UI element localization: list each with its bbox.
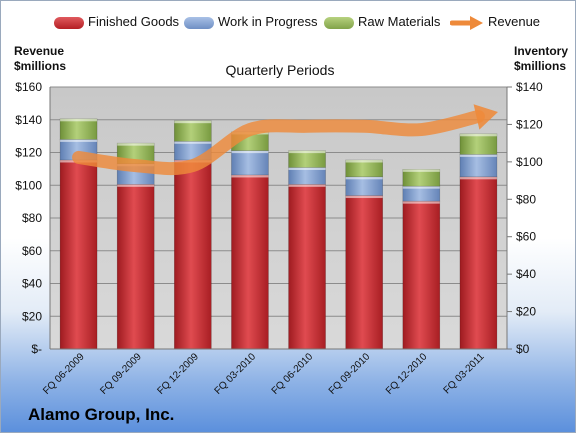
bar-raw-materials-highlight [402,169,440,172]
bar-finished-goods [231,174,269,350]
bar-finished-goods [345,195,383,350]
company-name: Alamo Group, Inc. [28,405,175,424]
bar-raw-materials-highlight [459,133,497,137]
bar-finished-goods [402,200,441,350]
left-axis-title-line1: Revenue [14,44,65,58]
x-tick-label: FQ 12-2010 [384,351,430,397]
bar-raw-materials [288,150,326,168]
bar-finished-goods [459,176,498,350]
revenue-line-path [72,109,485,176]
right-tick-label: $40 [516,267,536,281]
legend-swatch-work-in-progress [184,17,214,29]
bar-work-in-progress [345,176,383,196]
chart-title: Quarterly Periods [225,62,335,78]
legend-label-raw-materials: Raw Materials [358,14,441,29]
legend-label-work-in-progress: Work in Progress [218,14,318,29]
bar-finished-goods-highlight [459,176,497,180]
bar-raw-materials-highlight [174,120,212,124]
bar-finished-goods [116,184,155,350]
left-tick-label: $20 [22,309,42,323]
bar-finished-goods-highlight [288,184,326,187]
left-tick-label: $120 [15,146,42,160]
bar-finished-goods-highlight [402,201,440,204]
bar-finished-goods-highlight [117,184,155,187]
bar-finished-goods [174,159,212,350]
legend-revenue-arrow-icon [450,16,483,30]
bar-raw-materials-highlight [345,159,383,163]
bar-raw-materials [59,118,98,140]
bars [59,118,498,350]
right-tick-label: $60 [516,230,536,244]
left-tick-label: $40 [22,277,42,291]
x-tick-label: FQ 12-2009 [155,351,201,397]
right-tick-label: $100 [516,155,543,169]
bar-finished-goods-highlight [231,174,269,178]
right-axis-title-line2: $millions [514,59,567,73]
right-tick-label: $0 [516,342,530,356]
bar-work-in-progress-highlight [345,176,383,180]
left-tick-label: $- [31,342,42,356]
left-axis-title-line2: $millions [14,59,67,73]
left-tick-label: $60 [22,244,42,258]
bar-finished-goods-highlight [345,195,383,199]
bar-raw-materials [174,120,212,142]
bar-work-in-progress [288,167,326,185]
bar-work-in-progress [459,154,498,178]
bar-raw-materials [345,159,383,178]
revenue-arrow-head [473,104,498,130]
x-tick-label: FQ 06-2009 [41,351,87,397]
bar-raw-materials-highlight [60,118,98,122]
x-tick-label: FQ 09-2009 [98,351,144,397]
bar-work-in-progress [231,150,269,176]
left-tick-label: $160 [15,80,42,94]
x-tick-label: FQ 09-2010 [327,351,373,397]
bar-finished-goods [59,159,98,350]
bar-work-in-progress-highlight [288,167,326,170]
bar-work-in-progress-highlight [174,141,212,144]
bar-raw-materials [402,169,441,187]
bar-work-in-progress-highlight [459,154,497,157]
right-axis-ticks: $0 $20 $40 $60 $80 $100 $120 $140 [506,80,543,356]
right-tick-label: $140 [516,80,543,94]
left-tick-label: $80 [22,211,42,225]
right-tick-label: $120 [516,117,543,131]
legend-label-finished-goods: Finished Goods [88,14,180,29]
x-tick-label: FQ 03-2011 [442,351,487,396]
bar-work-in-progress-highlight [60,139,98,142]
left-tick-label: $140 [15,113,42,127]
bar-raw-materials [459,133,498,155]
legend-swatch-finished-goods [54,17,84,29]
bar-work-in-progress-highlight [231,150,269,154]
legend-swatch-raw-materials [324,17,354,29]
right-tick-label: $20 [516,305,536,319]
legend: Finished Goods Work in Progress Raw Mate… [0,0,576,40]
bar-finished-goods [288,184,326,350]
left-axis-ticks: $- $20 $40 $60 $80 $100 $120 $140 $160 [15,80,51,356]
bar-raw-materials-highlight [288,150,326,154]
x-tick-label: FQ 03-2010 [213,351,259,397]
bar-raw-materials-highlight [117,143,155,146]
right-axis-title: Inventory $millions [514,44,568,74]
right-axis-title-line1: Inventory [514,44,569,58]
left-axis-title: Revenue $millions [14,44,66,74]
revenue-line [72,104,498,176]
bar-work-in-progress-highlight [402,186,440,189]
legend-label-revenue: Revenue [488,14,541,29]
left-tick-label: $100 [15,178,42,192]
x-axis-ticks: FQ 06-2009 FQ 09-2009 FQ 12-2009 FQ 03-2010… [41,348,507,397]
right-tick-label: $80 [516,192,536,206]
x-tick-label: FQ 06-2010 [270,351,316,397]
